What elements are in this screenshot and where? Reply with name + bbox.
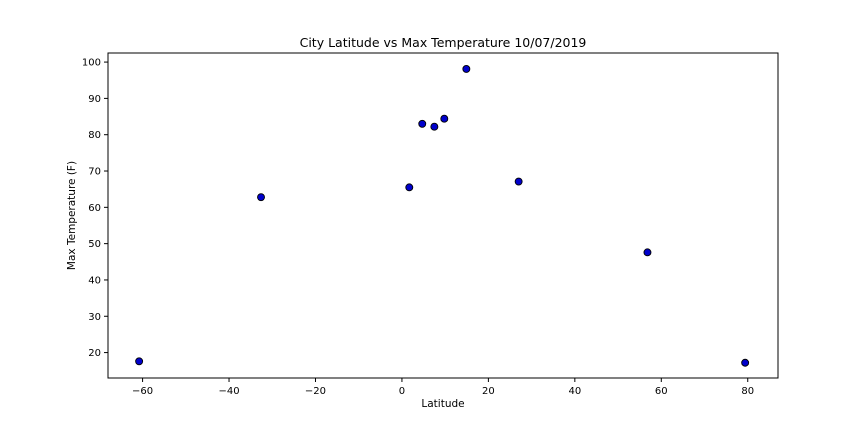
data-points [135, 65, 750, 367]
x-tick-label: 80 [741, 386, 754, 397]
data-point [430, 122, 439, 131]
y-tick-label: 40 [88, 275, 101, 286]
data-point [741, 358, 750, 367]
data-point [462, 65, 471, 73]
data-point [135, 357, 144, 366]
x-tick-label: −20 [305, 386, 326, 397]
x-tick-label: −40 [218, 386, 239, 397]
plot-area [107, 52, 779, 379]
chart-title: City Latitude vs Max Temperature 10/07/2… [300, 35, 587, 50]
y-axis: 20 30 40 50 60 70 80 90 100 [82, 58, 108, 359]
data-point [418, 119, 427, 128]
y-tick-label: 80 [88, 130, 101, 141]
data-point [514, 177, 523, 186]
y-tick-label: 60 [88, 203, 101, 214]
x-axis: −60 −40 −20 0 20 40 60 80 [132, 378, 754, 397]
plot-frame [107, 52, 779, 379]
x-axis-label: Latitude [421, 398, 464, 410]
y-tick-label: 70 [88, 167, 101, 178]
y-tick-label: 100 [82, 58, 101, 69]
y-tick-label: 90 [88, 94, 101, 105]
data-point [405, 183, 414, 192]
x-tick-label: 40 [568, 386, 581, 397]
x-tick-label: 20 [482, 386, 495, 397]
x-tick-label: 0 [399, 386, 405, 397]
y-tick-label: 50 [88, 239, 101, 250]
y-tick-label: 20 [88, 348, 101, 359]
data-point [440, 114, 449, 123]
x-tick-label: −60 [132, 386, 153, 397]
data-point [643, 248, 652, 257]
x-tick-label: 60 [655, 386, 668, 397]
data-point [257, 193, 265, 202]
y-tick-label: 30 [88, 312, 101, 323]
y-axis-label: Max Temperature (F) [66, 161, 78, 270]
